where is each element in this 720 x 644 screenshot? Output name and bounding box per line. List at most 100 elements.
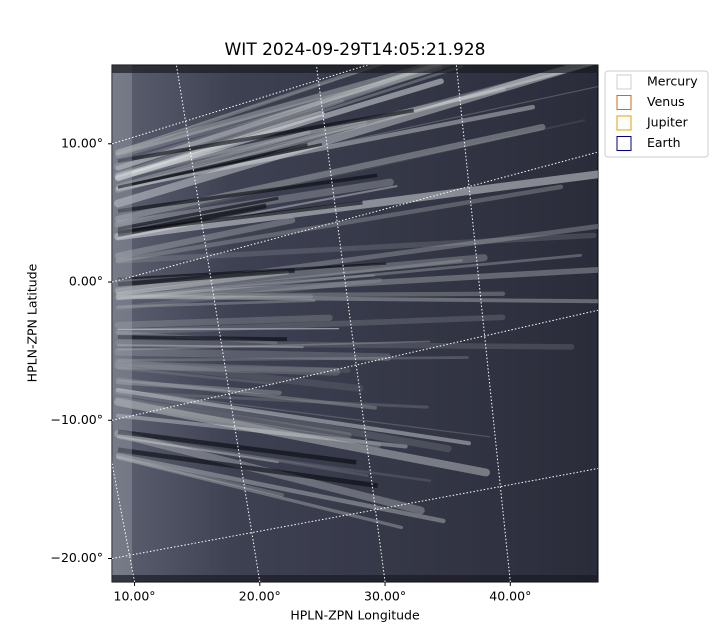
dark-streak bbox=[117, 447, 379, 489]
dark-streak bbox=[117, 108, 415, 164]
streak bbox=[114, 357, 364, 392]
y-tick-label: 10.00° bbox=[61, 135, 103, 150]
streak bbox=[115, 184, 564, 263]
streak bbox=[116, 455, 284, 497]
dark-streak bbox=[117, 173, 378, 213]
streak bbox=[117, 85, 598, 192]
streak bbox=[117, 344, 304, 349]
legend: Mercury Venus Jupiter Earth bbox=[604, 70, 709, 158]
dark-streak bbox=[117, 429, 357, 465]
streak bbox=[117, 388, 491, 438]
dark-streak bbox=[117, 335, 288, 342]
streak bbox=[116, 273, 375, 296]
streak bbox=[116, 258, 463, 300]
legend-swatch bbox=[616, 136, 632, 151]
streak bbox=[115, 388, 471, 446]
image-content bbox=[112, 65, 598, 582]
limb-glow bbox=[112, 65, 132, 582]
streak bbox=[116, 377, 377, 410]
legend-label: Mercury bbox=[647, 74, 698, 89]
legend-label: Earth bbox=[647, 135, 681, 150]
streak bbox=[115, 314, 506, 336]
legend-swatch bbox=[616, 115, 632, 131]
streak bbox=[114, 217, 296, 259]
image-frame bbox=[111, 64, 599, 583]
dark-streak bbox=[117, 142, 323, 189]
streak bbox=[114, 314, 333, 329]
grid-line bbox=[175, 65, 261, 582]
streak bbox=[116, 130, 311, 189]
grid-line bbox=[112, 309, 598, 421]
x-tick-label: 20.00° bbox=[239, 589, 281, 604]
streak bbox=[116, 65, 464, 179]
streak bbox=[116, 253, 582, 301]
streak bbox=[114, 65, 594, 208]
streak bbox=[115, 291, 506, 299]
grid bbox=[112, 65, 598, 582]
streak bbox=[116, 87, 506, 178]
streak bbox=[115, 453, 446, 524]
y-tick-label: −20.00° bbox=[50, 550, 103, 565]
streak bbox=[116, 456, 404, 530]
streak bbox=[114, 347, 392, 362]
streak bbox=[116, 413, 408, 449]
streak bbox=[115, 232, 597, 264]
streak bbox=[114, 396, 352, 439]
streak bbox=[116, 294, 598, 304]
streak bbox=[115, 277, 383, 311]
grid-line bbox=[455, 65, 511, 582]
streak bbox=[117, 340, 431, 351]
x-tick-label: 10.00° bbox=[114, 589, 156, 604]
y-tick-label: 0.00° bbox=[69, 274, 103, 289]
streak bbox=[114, 123, 546, 222]
streak bbox=[115, 65, 383, 155]
legend-frame bbox=[604, 70, 709, 158]
streak bbox=[115, 400, 382, 448]
streak bbox=[115, 78, 444, 182]
chart-title: WIT 2024-09-29T14:05:21.928 bbox=[225, 40, 486, 60]
streak bbox=[115, 379, 282, 396]
streak bbox=[114, 65, 443, 156]
streak bbox=[116, 270, 290, 297]
dark-streak bbox=[117, 196, 279, 231]
legend-swatch bbox=[616, 95, 632, 110]
streak bbox=[116, 435, 279, 464]
streak bbox=[115, 364, 351, 373]
streak bbox=[116, 356, 469, 362]
streak bbox=[115, 104, 536, 191]
x-tick-label: 30.00° bbox=[364, 589, 406, 604]
legend-label: Venus bbox=[647, 94, 685, 109]
dark-streak bbox=[117, 262, 387, 281]
streak bbox=[115, 65, 443, 159]
streak bbox=[114, 65, 457, 171]
streak bbox=[114, 361, 341, 376]
streak bbox=[114, 387, 452, 453]
bottom-band bbox=[112, 575, 598, 582]
streak bbox=[116, 432, 369, 477]
streak bbox=[116, 99, 345, 179]
legend-label: Jupiter bbox=[646, 115, 689, 130]
streak bbox=[116, 390, 429, 409]
streak bbox=[116, 366, 275, 386]
streak bbox=[117, 119, 586, 225]
streak bbox=[116, 299, 316, 309]
x-tick-label: 40.00° bbox=[489, 589, 531, 604]
y-tick-label: −10.00° bbox=[50, 412, 103, 427]
streak bbox=[117, 65, 383, 151]
streak bbox=[114, 119, 368, 180]
y-axis-label: HPLN-ZPN Latitude bbox=[25, 263, 40, 382]
streak bbox=[116, 436, 432, 483]
dark-streak bbox=[117, 200, 363, 234]
top-band bbox=[112, 65, 598, 73]
legend-swatch bbox=[616, 74, 632, 90]
grid-line bbox=[112, 65, 369, 145]
dark-streak bbox=[117, 268, 295, 287]
streak bbox=[115, 340, 575, 350]
streak bbox=[116, 185, 398, 240]
streak bbox=[114, 170, 598, 241]
streak bbox=[115, 266, 598, 301]
streak bbox=[115, 294, 314, 300]
streak bbox=[114, 397, 490, 477]
streak bbox=[114, 254, 488, 295]
